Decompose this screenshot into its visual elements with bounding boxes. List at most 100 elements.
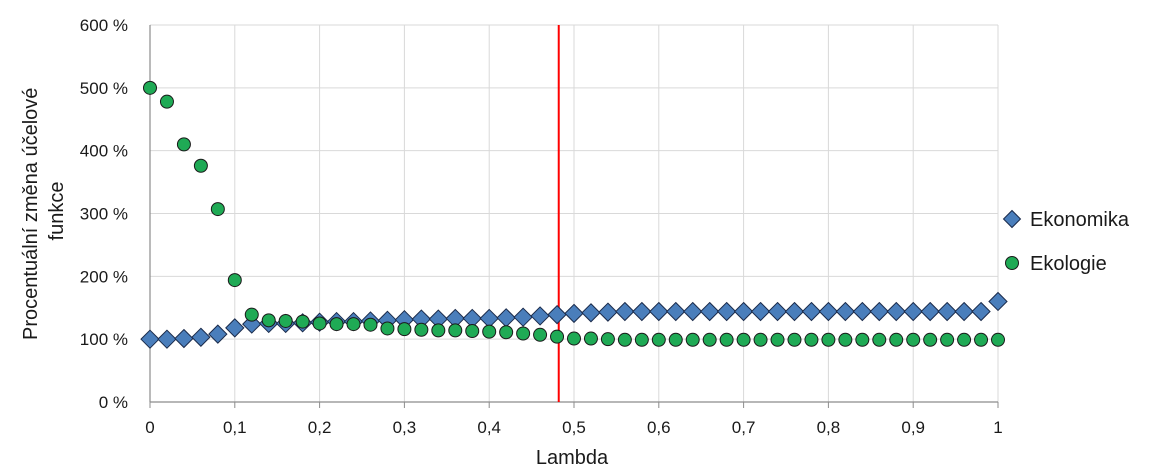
point-ekonomika xyxy=(750,301,771,322)
point-ekologie xyxy=(855,332,870,347)
x-tick-label: 0 xyxy=(145,418,154,437)
point-ekologie xyxy=(278,313,293,328)
point-ekonomika xyxy=(564,303,584,324)
point-ekologie xyxy=(312,316,327,331)
point-ekonomika xyxy=(818,301,839,322)
point-ekologie xyxy=(940,332,955,347)
point-ekologie xyxy=(397,322,412,337)
point-ekonomika xyxy=(496,308,516,328)
y-tick-label: 200 % xyxy=(80,267,128,286)
x-tick-label: 1 xyxy=(993,418,1002,437)
point-ekonomika xyxy=(733,301,754,322)
legend: Ekonomika Ekologie xyxy=(1002,209,1130,275)
point-ekologie xyxy=(346,317,361,332)
point-ekologie xyxy=(906,332,921,347)
point-ekologie xyxy=(482,324,497,339)
point-ekologie xyxy=(634,332,649,347)
point-ekonomika xyxy=(699,301,720,322)
point-ekonomika xyxy=(666,301,686,322)
point-ekologie xyxy=(227,273,242,288)
point-ekologie xyxy=(176,137,191,152)
point-ekologie xyxy=(516,326,531,341)
x-tick-label: 0,4 xyxy=(477,418,501,437)
point-ekonomika xyxy=(632,301,652,322)
point-ekologie xyxy=(838,332,853,347)
point-ekologie xyxy=(651,332,666,347)
y-tick-label: 0 % xyxy=(99,393,128,412)
x-tick-label: 0,5 xyxy=(562,418,586,437)
point-ekologie xyxy=(974,332,989,347)
legend-label-ekologie: Ekologie xyxy=(1030,253,1107,275)
x-axis-title: Lambda xyxy=(536,447,609,469)
point-ekologie xyxy=(159,94,174,109)
y-tick-label: 500 % xyxy=(80,79,128,98)
series-ekologie xyxy=(143,80,1005,347)
x-tick-label: 0,8 xyxy=(817,418,841,437)
point-ekonomika xyxy=(767,301,788,322)
y-axis-title-line-2: funkce xyxy=(46,182,68,241)
x-tick-label: 0,3 xyxy=(393,418,417,437)
point-ekonomika xyxy=(513,307,533,327)
legend-marker-ekonomika xyxy=(1002,209,1022,229)
point-ekologie xyxy=(753,332,768,347)
point-ekonomika xyxy=(920,301,940,322)
point-ekonomika xyxy=(784,301,805,322)
point-ekonomika xyxy=(954,301,974,322)
point-ekonomika xyxy=(886,301,906,322)
y-tick-label: 400 % xyxy=(80,142,128,161)
point-ekologie xyxy=(499,325,514,340)
y-tick-label: 300 % xyxy=(80,205,128,224)
point-ekologie xyxy=(923,332,938,347)
point-ekonomika xyxy=(208,324,228,344)
x-tick-label: 0,1 xyxy=(223,418,247,437)
point-ekonomika xyxy=(801,301,822,322)
point-ekologie xyxy=(414,322,429,337)
point-ekologie xyxy=(567,331,581,346)
point-ekonomika xyxy=(716,301,737,322)
point-ekologie xyxy=(991,332,1005,347)
point-ekologie xyxy=(600,332,615,347)
point-ekologie xyxy=(957,332,972,347)
point-ekologie xyxy=(550,329,565,344)
point-ekologie xyxy=(668,332,683,347)
point-ekonomika xyxy=(547,304,567,325)
point-ekonomika xyxy=(174,328,194,349)
point-ekologie xyxy=(804,332,819,347)
point-ekonomika xyxy=(140,329,160,349)
point-ekologie xyxy=(193,158,208,173)
point-ekonomika xyxy=(581,303,601,323)
point-ekonomika xyxy=(598,302,618,322)
point-ekologie xyxy=(143,80,157,95)
x-tick-label: 0,6 xyxy=(647,418,671,437)
point-ekonomika xyxy=(191,327,211,347)
point-ekonomika xyxy=(903,301,923,322)
point-ekologie xyxy=(787,332,802,347)
point-ekologie xyxy=(770,332,785,347)
point-ekologie xyxy=(210,202,225,217)
point-ekologie xyxy=(872,332,887,347)
point-ekologie xyxy=(889,332,904,347)
point-ekonomika xyxy=(225,318,245,338)
point-ekonomika xyxy=(157,329,177,349)
point-ekologie xyxy=(295,314,310,329)
y-tick-label: 100 % xyxy=(80,330,128,349)
point-ekonomika xyxy=(683,301,703,322)
point-ekologie xyxy=(685,332,700,347)
point-ekologie xyxy=(448,323,463,338)
point-ekonomika xyxy=(835,301,856,322)
y-tick-label: 600 % xyxy=(80,16,128,35)
legend-label-ekonomika: Ekonomika xyxy=(1030,209,1130,231)
point-ekologie xyxy=(702,332,717,347)
point-ekonomika xyxy=(937,301,957,322)
point-ekonomika xyxy=(971,301,991,322)
point-ekologie xyxy=(329,317,344,332)
legend-marker-ekologie xyxy=(1005,256,1019,270)
tick-labels: 0 % 100 % 200 % 300 % 400 % 500 % 600 % 0 0,1 0,2… xyxy=(80,16,1003,437)
point-ekologie xyxy=(261,313,276,328)
series-layer xyxy=(140,80,1008,349)
point-ekologie xyxy=(583,331,598,346)
point-ekologie xyxy=(380,321,395,336)
x-tick-label: 0,7 xyxy=(732,418,756,437)
point-ekologie xyxy=(244,307,259,322)
